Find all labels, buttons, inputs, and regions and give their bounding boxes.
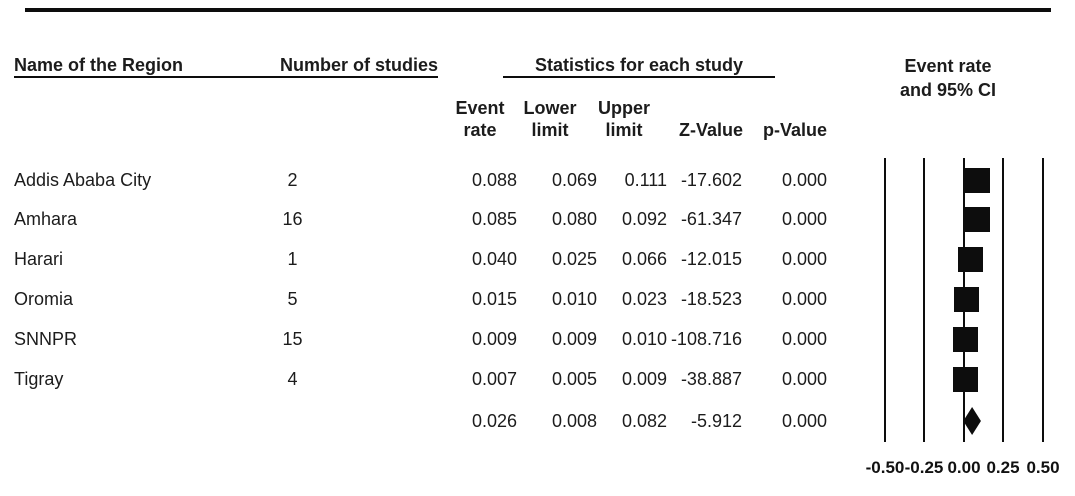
lower-limit-value: 0.009 (551, 329, 597, 349)
study-square-marker (957, 246, 983, 272)
study-square-marker (965, 167, 991, 193)
p-value: 0.000 (781, 209, 827, 229)
axis-tick-label: -0.25 (904, 458, 944, 477)
region-column-header: Name of the Region (14, 55, 184, 75)
p-value: 0.000 (781, 170, 827, 190)
column-header-upper-limit: Upper limit (584, 97, 664, 141)
number-of-studies: 1 (287, 249, 298, 269)
column-header-line: Upper (597, 98, 650, 118)
upper-limit-value: 0.009 (621, 369, 667, 389)
column-header-line: Z-Value (678, 120, 744, 140)
column-header-line: limit (531, 120, 569, 140)
lower-limit-value: 0.080 (551, 209, 597, 229)
table-header-group: Name of the Region Number of studies (14, 54, 438, 78)
number-of-studies: 2 (287, 170, 298, 190)
table-row: Addis Ababa City 2 0.088 0.069 0.111 -17… (0, 169, 870, 191)
event-rate-value: 0.009 (471, 329, 517, 349)
column-header-z-value: Z-Value (671, 97, 751, 141)
study-square-marker (953, 286, 979, 312)
z-value: -17.602 (680, 170, 742, 190)
axis-tick-label: 0.25 (986, 458, 1020, 477)
event-rate-value: 0.026 (471, 411, 517, 431)
lower-limit-value: 0.008 (551, 411, 597, 431)
z-value: -18.523 (680, 289, 742, 309)
z-value: -108.716 (670, 329, 742, 349)
top-rule-divider (25, 8, 1051, 12)
z-value: -12.015 (680, 249, 742, 269)
column-header-line: p-Value (762, 120, 828, 140)
z-value: -38.887 (680, 369, 742, 389)
plot-header-line1: Event rate (904, 56, 992, 76)
region-name: Harari (14, 249, 64, 269)
p-value: 0.000 (781, 369, 827, 389)
upper-limit-value: 0.111 (624, 170, 667, 190)
studies-column-header: Number of studies (279, 55, 438, 75)
p-value: 0.000 (781, 329, 827, 349)
column-header-line: Lower (523, 98, 577, 118)
event-rate-value: 0.015 (471, 289, 517, 309)
upper-limit-value: 0.066 (621, 249, 667, 269)
region-name: Addis Ababa City (14, 170, 152, 190)
column-header-line: rate (463, 120, 497, 140)
axis-gridline (1042, 158, 1044, 442)
number-of-studies: 5 (287, 289, 298, 309)
axis-tick-label: 0.50 (1026, 458, 1060, 477)
event-rate-value: 0.040 (471, 249, 517, 269)
upper-limit-value: 0.092 (621, 209, 667, 229)
number-of-studies: 16 (282, 209, 303, 229)
event-rate-value: 0.085 (471, 209, 517, 229)
column-header-lower-limit: Lower limit (510, 97, 590, 141)
axis-gridline (884, 158, 886, 442)
upper-limit-value: 0.010 (621, 329, 667, 349)
statistics-section-header: Statistics for each study (503, 54, 775, 78)
region-name: Oromia (14, 289, 74, 309)
lower-limit-value: 0.005 (551, 369, 597, 389)
region-name: Tigray (14, 369, 64, 389)
table-row: SNNPR 15 0.009 0.009 0.010 -108.716 0.00… (0, 328, 870, 350)
study-square-marker (964, 206, 990, 232)
lower-limit-value: 0.025 (551, 249, 597, 269)
event-rate-value: 0.007 (471, 369, 517, 389)
z-value: -61.347 (680, 209, 742, 229)
upper-limit-value: 0.082 (621, 411, 667, 431)
column-header-line: limit (605, 120, 643, 140)
axis-gridline (923, 158, 925, 442)
table-row: Harari 1 0.040 0.025 0.066 -12.015 0.000 (0, 248, 870, 270)
table-row: Amhara 16 0.085 0.080 0.092 -61.347 0.00… (0, 208, 870, 230)
z-value: -5.912 (690, 411, 742, 431)
axis-tick-label: 0.00 (947, 458, 981, 477)
table-row: Oromia 5 0.015 0.010 0.023 -18.523 0.000 (0, 288, 870, 310)
axis-gridline (1002, 158, 1004, 442)
column-header-p-value: p-Value (755, 97, 835, 141)
region-name: Amhara (14, 209, 78, 229)
table-row: Tigray 4 0.007 0.005 0.009 -38.887 0.000 (0, 368, 870, 390)
plot-section-header: Event rate and 95% CI (878, 54, 1018, 102)
event-rate-value: 0.088 (471, 170, 517, 190)
region-name: SNNPR (14, 329, 78, 349)
p-value: 0.000 (781, 289, 827, 309)
plot-header-line2: and 95% CI (899, 80, 997, 100)
number-of-studies: 4 (287, 369, 298, 389)
lower-limit-value: 0.069 (551, 170, 597, 190)
axis-tick-label: -0.50 (865, 458, 905, 477)
study-square-marker (952, 366, 978, 392)
table-row: 0.026 0.008 0.082 -5.912 0.000 (0, 410, 870, 432)
lower-limit-value: 0.010 (551, 289, 597, 309)
column-header-line: Event (455, 98, 505, 118)
upper-limit-value: 0.023 (621, 289, 667, 309)
p-value: 0.000 (781, 249, 827, 269)
overall-diamond-marker (963, 407, 981, 435)
p-value: 0.000 (781, 411, 827, 431)
number-of-studies: 15 (282, 329, 303, 349)
column-header-event-rate: Event rate (440, 97, 520, 141)
study-square-marker (952, 326, 978, 352)
